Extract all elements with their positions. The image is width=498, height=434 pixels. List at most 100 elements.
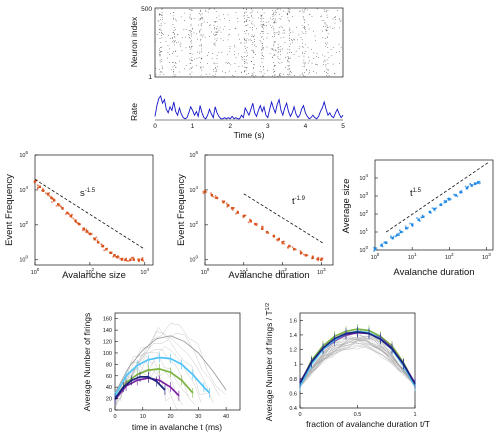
raster-spike xyxy=(243,56,245,57)
raster-spike xyxy=(261,43,263,45)
raster-spike xyxy=(301,31,303,33)
raster-spike xyxy=(297,39,298,41)
raster-spike xyxy=(157,34,158,35)
data-point-cloud xyxy=(267,232,270,234)
raster-spike xyxy=(275,50,277,52)
data-point-cloud xyxy=(460,190,463,192)
raster-spike xyxy=(263,28,264,30)
raster-spike xyxy=(200,11,201,12)
data-point-cloud xyxy=(390,235,392,238)
dur-dist-fit-exp: -1.9 xyxy=(295,196,306,202)
raster-spike xyxy=(257,11,258,13)
raster-spike xyxy=(239,38,240,40)
data-point-cloud xyxy=(409,222,411,225)
data-point-cloud xyxy=(103,249,105,252)
raster-spike xyxy=(189,68,191,70)
raster-spike xyxy=(261,52,263,53)
raster-spike xyxy=(200,66,202,68)
raster-spike xyxy=(200,39,201,41)
raster-spike xyxy=(218,51,220,53)
raster-spike xyxy=(280,37,282,39)
data-point-cloud xyxy=(222,201,224,204)
raster-spike xyxy=(199,45,201,47)
data-point-cloud xyxy=(42,187,44,190)
raster-spike xyxy=(172,37,173,38)
raster-spike xyxy=(173,69,175,70)
raster-spike xyxy=(261,18,263,20)
raster-spike xyxy=(252,10,254,12)
raster-spike xyxy=(275,22,277,23)
raster-spike xyxy=(316,56,317,57)
raster-spike xyxy=(307,62,309,64)
raster-spike xyxy=(246,67,248,68)
raster-spike xyxy=(189,14,191,16)
raster-spike xyxy=(326,75,327,77)
data-point-cloud xyxy=(223,200,226,202)
raster-spike xyxy=(157,20,159,21)
raster-spike xyxy=(212,53,213,54)
data-point-cloud xyxy=(281,243,284,245)
collapse-ylabel-base: Average Number of firings / T xyxy=(264,310,274,421)
rate-xtick-label: 0 xyxy=(153,123,157,130)
raster-spike xyxy=(196,58,198,59)
raster-spike xyxy=(263,12,265,14)
raster-spike xyxy=(261,55,263,56)
data-point-cloud xyxy=(46,192,49,195)
raster-spike xyxy=(262,21,264,22)
size-dist-ticks: 100 102 104 100 102 104 106 xyxy=(19,150,149,276)
raster-spike xyxy=(201,17,203,19)
raster-spike xyxy=(216,70,217,72)
data-point xyxy=(477,181,480,184)
data-point xyxy=(38,185,41,188)
raster-spike xyxy=(252,29,253,31)
raster-spike xyxy=(159,48,160,50)
raster-spike xyxy=(222,70,223,72)
raster-spike xyxy=(272,14,274,15)
raster-spike xyxy=(282,32,284,34)
raster-spike xyxy=(249,20,250,21)
raster-spike xyxy=(260,15,262,16)
raster-spike xyxy=(327,52,329,53)
raster-spike xyxy=(294,39,295,41)
data-point-cloud xyxy=(385,241,387,243)
raster-spike xyxy=(216,55,218,56)
raster-spike xyxy=(263,48,264,50)
raster-spike xyxy=(184,12,186,14)
raster-spike xyxy=(290,43,291,45)
raster-spike xyxy=(173,40,175,41)
raster-spike xyxy=(251,36,253,37)
raster-spike xyxy=(160,51,162,52)
raster-spike xyxy=(288,61,290,63)
raster-spike xyxy=(289,74,291,75)
raster-spike xyxy=(273,41,275,43)
raster-spike xyxy=(161,12,163,13)
gray-trace xyxy=(114,326,220,409)
data-point-cloud xyxy=(446,197,449,200)
raster-spike xyxy=(268,21,270,23)
raster-spike xyxy=(281,27,283,28)
raster-spike xyxy=(190,25,192,27)
raster-spike xyxy=(161,32,163,34)
raster-spike xyxy=(254,44,255,46)
raster-spike xyxy=(287,52,288,54)
x-tick-label: 100 xyxy=(31,267,40,276)
raster-spike xyxy=(200,25,202,26)
raster-spike xyxy=(311,62,313,64)
raster-spike xyxy=(163,34,165,35)
gray-trace xyxy=(114,323,226,395)
raster-spike xyxy=(194,58,195,60)
raster-spike xyxy=(288,74,289,76)
raster-spike xyxy=(196,33,198,35)
data-point-cloud xyxy=(232,207,235,209)
raster-spike xyxy=(272,49,273,51)
raster-spike xyxy=(289,52,290,53)
raster-spike xyxy=(326,27,328,29)
raster-spike xyxy=(326,11,327,13)
raster-spike xyxy=(227,39,229,41)
raster-spike xyxy=(271,48,273,49)
raster-spike xyxy=(262,31,264,32)
data-point-cloud xyxy=(37,186,39,189)
raster-spike xyxy=(201,58,202,60)
size-dist-fit-exp: -1.5 xyxy=(85,188,96,194)
raster-spike xyxy=(212,75,214,76)
